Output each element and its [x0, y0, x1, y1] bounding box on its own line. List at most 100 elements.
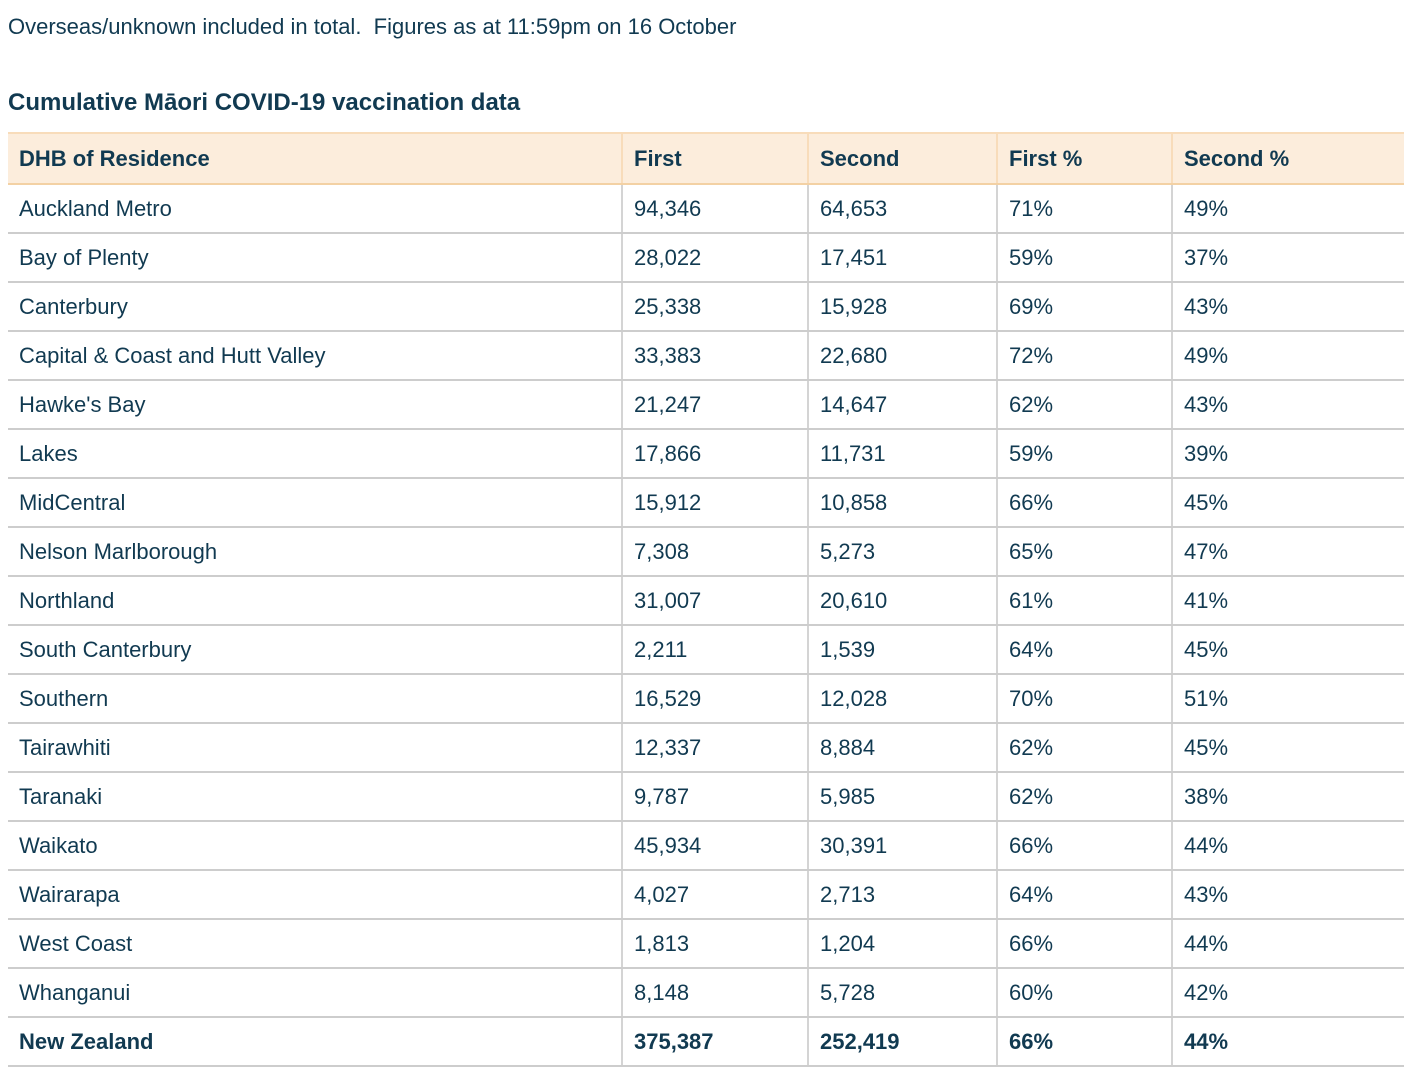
cell-second-pct: 44% [1171, 821, 1404, 871]
cell-first: 9,787 [621, 772, 808, 822]
cell-second: 5,273 [807, 527, 997, 577]
cell-second-pct: 38% [1171, 772, 1404, 822]
cell-dhb: Whanganui [8, 968, 622, 1018]
cell-first: 15,912 [621, 478, 808, 528]
cell-dhb: New Zealand [8, 1017, 622, 1067]
cell-first-pct: 64% [996, 870, 1172, 920]
cell-second-pct: 43% [1171, 380, 1404, 430]
cell-dhb: MidCentral [8, 478, 622, 528]
footnote-text: Overseas/unknown included in total. Figu… [8, 14, 737, 39]
cell-dhb: Taranaki [8, 772, 622, 822]
cell-second-pct: 45% [1171, 723, 1404, 773]
column-header-second: Second [807, 132, 997, 185]
table-header-row: DHB of Residence First Second First % Se… [8, 132, 1404, 185]
cell-dhb: Bay of Plenty [8, 233, 622, 283]
table-row: South Canterbury 2,211 1,539 64% 45% [8, 625, 1404, 675]
table-row: West Coast 1,813 1,204 66% 44% [8, 919, 1404, 969]
cell-first: 7,308 [621, 527, 808, 577]
cell-first-pct: 59% [996, 429, 1172, 479]
cell-first-pct: 66% [996, 919, 1172, 969]
cell-first-pct: 64% [996, 625, 1172, 675]
cell-first-pct: 71% [996, 184, 1172, 234]
cell-dhb: Nelson Marlborough [8, 527, 622, 577]
cell-second: 11,731 [807, 429, 997, 479]
table-row: Capital & Coast and Hutt Valley 33,383 22,… [8, 331, 1404, 381]
table-row: Taranaki 9,787 5,985 62% 38% [8, 772, 1404, 822]
cell-second: 12,028 [807, 674, 997, 724]
cell-first-pct: 62% [996, 723, 1172, 773]
cell-first: 17,866 [621, 429, 808, 479]
cell-dhb: Lakes [8, 429, 622, 479]
table-row: Auckland Metro 94,346 64,653 71% 49% [8, 184, 1404, 234]
cell-second-pct: 43% [1171, 282, 1404, 332]
cell-first: 16,529 [621, 674, 808, 724]
table-row: Northland 31,007 20,610 61% 41% [8, 576, 1404, 626]
cell-second-pct: 39% [1171, 429, 1404, 479]
cell-second-pct: 37% [1171, 233, 1404, 283]
cell-dhb: West Coast [8, 919, 622, 969]
cell-first: 28,022 [621, 233, 808, 283]
cell-first-pct: 72% [996, 331, 1172, 381]
cell-first-pct: 70% [996, 674, 1172, 724]
column-header-first: First [621, 132, 808, 185]
cell-second-pct: 44% [1171, 1017, 1404, 1067]
column-header-second-pct: Second % [1171, 132, 1404, 185]
cell-second-pct: 44% [1171, 919, 1404, 969]
total-row: New Zealand 375,387 252,419 66% 44% [8, 1017, 1404, 1067]
cell-first-pct: 65% [996, 527, 1172, 577]
cell-first-pct: 66% [996, 478, 1172, 528]
cell-first: 4,027 [621, 870, 808, 920]
cell-second-pct: 49% [1171, 184, 1404, 234]
cell-dhb: Canterbury [8, 282, 622, 332]
page-title: Cumulative Māori COVID-19 vaccination da… [8, 89, 521, 116]
table-row: Canterbury 25,338 15,928 69% 43% [8, 282, 1404, 332]
column-header-dhb: DHB of Residence [8, 132, 622, 185]
cell-second: 8,884 [807, 723, 997, 773]
cell-dhb: Southern [8, 674, 622, 724]
cell-second: 5,985 [807, 772, 997, 822]
table-row: Waikato 45,934 30,391 66% 44% [8, 821, 1404, 871]
table-row: Tairawhiti 12,337 8,884 62% 45% [8, 723, 1404, 773]
column-header-first-pct: First % [996, 132, 1172, 185]
cell-first: 375,387 [621, 1017, 808, 1067]
cell-second: 22,680 [807, 331, 997, 381]
cell-dhb: South Canterbury [8, 625, 622, 675]
cell-dhb: Waikato [8, 821, 622, 871]
cell-first-pct: 69% [996, 282, 1172, 332]
cell-second-pct: 51% [1171, 674, 1404, 724]
cell-second-pct: 42% [1171, 968, 1404, 1018]
cell-first-pct: 61% [996, 576, 1172, 626]
cell-second-pct: 47% [1171, 527, 1404, 577]
table-row: Nelson Marlborough 7,308 5,273 65% 47% [8, 527, 1404, 577]
cell-first: 8,148 [621, 968, 808, 1018]
table-row: Southern 16,529 12,028 70% 51% [8, 674, 1404, 724]
table-row: Wairarapa 4,027 2,713 64% 43% [8, 870, 1404, 920]
table-row: Bay of Plenty 28,022 17,451 59% 37% [8, 233, 1404, 283]
table-row: Lakes 17,866 11,731 59% 39% [8, 429, 1404, 479]
cell-second: 17,451 [807, 233, 997, 283]
cell-dhb: Auckland Metro [8, 184, 622, 234]
cell-second: 2,713 [807, 870, 997, 920]
cell-second: 1,204 [807, 919, 997, 969]
table-row: MidCentral 15,912 10,858 66% 45% [8, 478, 1404, 528]
cell-first-pct: 59% [996, 233, 1172, 283]
cell-second: 5,728 [807, 968, 997, 1018]
cell-second: 252,419 [807, 1017, 997, 1067]
cell-first: 94,346 [621, 184, 808, 234]
cell-dhb: Capital & Coast and Hutt Valley [8, 331, 622, 381]
cell-second-pct: 41% [1171, 576, 1404, 626]
cell-dhb: Tairawhiti [8, 723, 622, 773]
table-row: Whanganui 8,148 5,728 60% 42% [8, 968, 1404, 1018]
cell-first: 1,813 [621, 919, 808, 969]
cell-first: 45,934 [621, 821, 808, 871]
cell-first: 12,337 [621, 723, 808, 773]
cell-dhb: Hawke's Bay [8, 380, 622, 430]
cell-second: 15,928 [807, 282, 997, 332]
vaccination-table: DHB of Residence First Second First % Se… [8, 132, 1404, 1067]
cell-first: 21,247 [621, 380, 808, 430]
cell-second: 20,610 [807, 576, 997, 626]
cell-first: 2,211 [621, 625, 808, 675]
cell-first: 25,338 [621, 282, 808, 332]
cell-second: 14,647 [807, 380, 997, 430]
